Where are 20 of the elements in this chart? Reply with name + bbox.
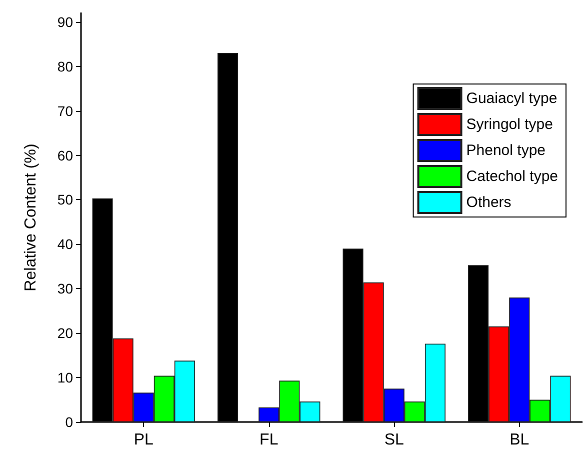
legend-label: Catechol type xyxy=(466,168,558,185)
y-tick-label: 30 xyxy=(57,280,74,297)
y-tick-label: 90 xyxy=(57,14,74,30)
y-tick-label: 70 xyxy=(57,102,74,119)
y-tick-label: 0 xyxy=(65,414,74,430)
x-tick-label: PL xyxy=(134,432,154,448)
y-tick-label: 10 xyxy=(57,370,74,386)
y-tick-label: 80 xyxy=(57,58,74,74)
y-tick-label: 50 xyxy=(57,192,74,208)
y-tick-label: 20 xyxy=(57,325,74,342)
legend-label: Phenol type xyxy=(466,142,546,159)
x-tick-label: FL xyxy=(260,432,278,448)
y-tick-label: 40 xyxy=(57,236,74,252)
x-tick-label: BL xyxy=(510,432,530,448)
y-tick-label: 60 xyxy=(57,147,74,164)
legend-label: Syringol type xyxy=(466,116,553,133)
legend-label: Guaiacyl type xyxy=(466,90,558,107)
legend-label: Others xyxy=(466,194,512,211)
x-tick-label: SL xyxy=(384,432,404,448)
y-axis-title: Relative Content (%) xyxy=(22,144,40,292)
